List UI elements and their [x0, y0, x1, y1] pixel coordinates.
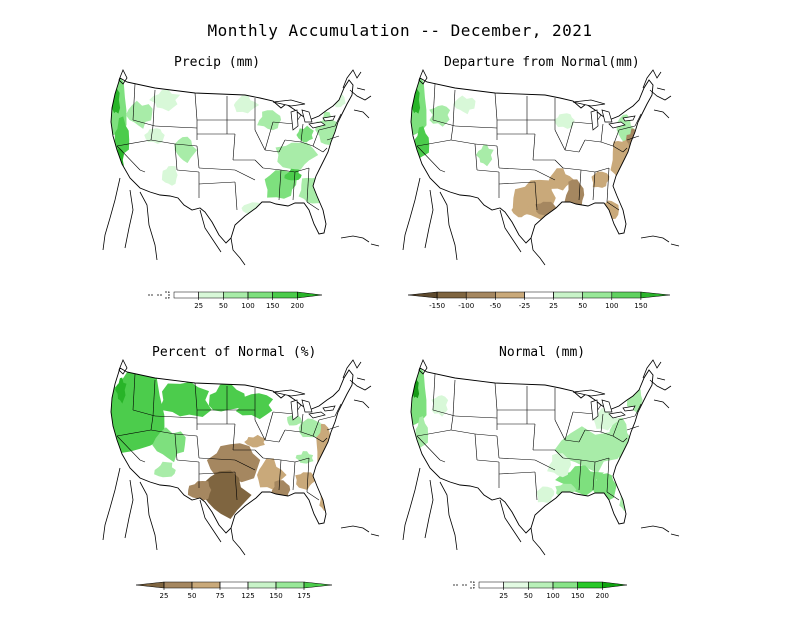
legend-normal-swatch-2	[528, 581, 554, 589]
map-percent	[102, 359, 380, 556]
legend-departure-label-0: -150	[429, 302, 445, 310]
legend-normal-swatch-3	[552, 581, 578, 589]
legend-departure-swatch-4	[524, 291, 554, 299]
panel-title-departure: Departure from Normal(mm)	[444, 55, 640, 70]
legend-precip: 25 50 100 150 200	[148, 291, 323, 310]
legend-percent-swatch-6	[303, 581, 333, 589]
legend-precip-label-1: 50	[219, 302, 228, 310]
legend-normal-swatch-0	[478, 581, 504, 589]
legend-departure-swatch-2	[465, 291, 496, 299]
legend-precip-label-0: 25	[194, 302, 203, 310]
legend-departure-swatch-5	[553, 291, 583, 299]
legend-precip-label-2: 100	[241, 302, 254, 310]
legend-departure: -150 -100 -50 -25 25 50 100 150	[407, 291, 671, 310]
legend-departure-label-3: -25	[519, 302, 530, 310]
legend-percent-swatch-1	[163, 581, 193, 589]
legend-departure-swatch-7	[611, 291, 642, 299]
legend-normal-swatch-4	[577, 581, 603, 589]
legend-normal-label-4: 200	[596, 592, 609, 600]
legend-departure-label-6: 100	[605, 302, 618, 310]
legend-normal-swatch-5	[602, 581, 628, 589]
legend-precip-swatch-2	[223, 291, 249, 299]
legend-percent-label-4: 150	[269, 592, 282, 600]
legend-departure-swatch-3	[495, 291, 525, 299]
legend-precip-swatch-3	[247, 291, 273, 299]
legend-departure-label-4: 25	[549, 302, 558, 310]
legend-percent-label-2: 75	[216, 592, 225, 600]
panel-title-precip: Precip (mm)	[174, 55, 261, 70]
legend-normal-label-1: 50	[524, 592, 533, 600]
legend-departure-swatch-6	[582, 291, 613, 299]
panel-title-normal: Normal (mm)	[499, 345, 586, 360]
legend-departure-label-7: 150	[634, 302, 647, 310]
legend-normal-swatch-1	[503, 581, 529, 589]
legend-percent: 25 50 75 125 150 175	[135, 581, 333, 600]
legend-departure-swatch-8	[640, 291, 671, 299]
legend-precip-swatch-1	[198, 291, 224, 299]
legend-percent-label-0: 25	[160, 592, 169, 600]
legend-precip-label-4: 200	[291, 302, 304, 310]
legend-normal-below-marker	[453, 581, 475, 589]
map-normal	[402, 359, 680, 556]
legend-normal-label-0: 25	[499, 592, 508, 600]
legend-percent-label-3: 125	[241, 592, 254, 600]
legend-percent-label-5: 175	[297, 592, 310, 600]
legend-departure-swatch-0	[407, 291, 438, 299]
legend-departure-swatch-1	[436, 291, 467, 299]
legend-precip-swatch-5	[297, 291, 323, 299]
page-title: Monthly Accumulation -- December, 2021	[207, 21, 593, 40]
legend-departure-label-2: -50	[490, 302, 501, 310]
legend-percent-label-1: 50	[188, 592, 197, 600]
legend-normal-label-2: 100	[546, 592, 559, 600]
legend-percent-swatch-2	[191, 581, 221, 589]
legend-precip-below-marker	[148, 291, 170, 299]
map-precip	[102, 69, 380, 266]
panel-title-percent: Percent of Normal (%)	[152, 345, 317, 360]
legend-percent-swatch-5	[275, 581, 305, 589]
legend-normal: 25 50 100 150 200	[453, 581, 628, 600]
legend-precip-swatch-4	[272, 291, 298, 299]
legend-percent-swatch-4	[247, 581, 277, 589]
legend-percent-swatch-3	[219, 581, 249, 589]
legend-normal-label-3: 150	[571, 592, 584, 600]
map-departure	[402, 69, 680, 266]
legend-departure-label-1: -100	[458, 302, 474, 310]
legend-departure-label-5: 50	[578, 302, 587, 310]
legend-precip-label-3: 150	[266, 302, 279, 310]
legend-precip-swatch-0	[173, 291, 199, 299]
legend-percent-swatch-0	[135, 581, 165, 589]
